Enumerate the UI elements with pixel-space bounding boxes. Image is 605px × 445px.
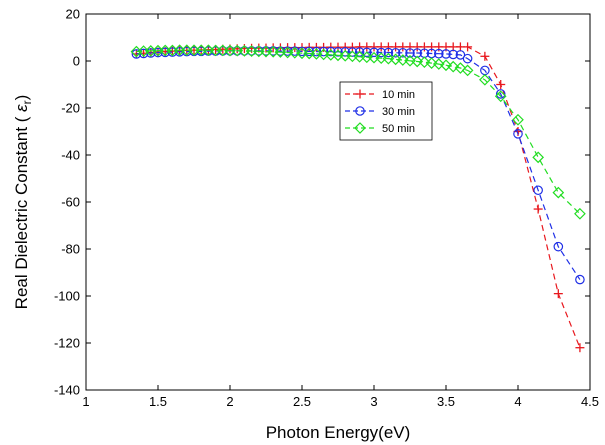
legend-label: 50 min bbox=[382, 123, 415, 135]
plot-area bbox=[85, 13, 591, 391]
legend: 10 min 30 min 50 min bbox=[339, 81, 433, 141]
x-tick-label: 2.5 bbox=[293, 394, 311, 409]
x-tick-label: 2 bbox=[226, 394, 233, 409]
data-point bbox=[448, 49, 458, 60]
y-tick-label: -140 bbox=[54, 383, 80, 398]
series-line bbox=[136, 50, 581, 280]
data-point bbox=[533, 185, 543, 196]
data-point bbox=[461, 64, 474, 77]
data-point bbox=[533, 204, 543, 214]
data-point bbox=[553, 289, 563, 299]
data-point bbox=[575, 274, 585, 285]
legend-item: 30 min bbox=[345, 106, 415, 118]
data-point bbox=[317, 48, 330, 61]
data-point bbox=[383, 47, 394, 58]
y-tick-label: -80 bbox=[61, 242, 80, 257]
data-point bbox=[454, 62, 467, 74]
legend-item: 10 min bbox=[345, 89, 415, 101]
y-tick-label: -120 bbox=[54, 336, 80, 351]
y-axis-label-end: ) bbox=[12, 95, 31, 101]
data-point bbox=[494, 90, 507, 103]
data-point bbox=[405, 48, 415, 58]
x-axis-label: Photon Energy(eV) bbox=[266, 423, 411, 442]
data-point bbox=[553, 241, 564, 252]
data-point bbox=[418, 56, 431, 69]
data-point bbox=[480, 51, 490, 61]
x-tick-label: 3 bbox=[370, 394, 377, 409]
series-50-min bbox=[130, 44, 586, 220]
data-point bbox=[288, 46, 301, 59]
x-tick-label: 3.5 bbox=[437, 394, 455, 409]
y-tick-label: 0 bbox=[73, 54, 80, 69]
data-point bbox=[332, 49, 344, 62]
data-point bbox=[369, 47, 379, 58]
y-axis-label: Real Dielectric Constant ( εr) bbox=[12, 95, 34, 310]
data-point bbox=[310, 48, 323, 60]
legend-item: 50 min bbox=[345, 122, 415, 135]
data-point bbox=[411, 55, 424, 68]
data-point bbox=[496, 80, 506, 89]
data-point bbox=[479, 73, 491, 86]
x-tick-label: 4 bbox=[514, 394, 521, 409]
data-point bbox=[333, 47, 343, 57]
data-point bbox=[512, 113, 524, 126]
data-point bbox=[532, 151, 545, 164]
data-point bbox=[495, 89, 506, 99]
data-point bbox=[339, 49, 352, 62]
data-point bbox=[376, 47, 386, 58]
data-point bbox=[463, 42, 473, 52]
data-point bbox=[433, 48, 444, 59]
legend-marker bbox=[355, 89, 365, 99]
data-point bbox=[575, 343, 585, 353]
data-point bbox=[441, 49, 451, 59]
data-point bbox=[324, 49, 337, 61]
data-point bbox=[396, 54, 409, 66]
data-point bbox=[574, 207, 586, 220]
axis-ticks: 1 1.5 2 2.5 3 3.5 4 4.5 20 0 -20 -40 -60 -80 -100 -120 -… bbox=[54, 7, 599, 410]
x-tick-label: 1.5 bbox=[149, 394, 167, 409]
data-point bbox=[462, 53, 473, 64]
y-axis-label-main: Real Dielectric Constant ( bbox=[12, 116, 31, 309]
data-point bbox=[274, 46, 287, 58]
data-point bbox=[340, 47, 350, 57]
data-point bbox=[447, 60, 460, 73]
data-point bbox=[347, 47, 358, 57]
legend-marker bbox=[354, 122, 366, 134]
y-axis-label-subscript: r bbox=[20, 100, 34, 104]
x-tick-label: 1 bbox=[82, 394, 89, 409]
y-tick-label: -100 bbox=[54, 289, 80, 304]
data-point bbox=[382, 52, 395, 65]
data-point bbox=[432, 58, 445, 70]
y-tick-label: -60 bbox=[61, 195, 80, 210]
y-tick-label: 20 bbox=[66, 7, 80, 22]
data-point bbox=[361, 47, 372, 58]
y-axis-label-symbol: ε bbox=[12, 104, 31, 112]
data-point bbox=[368, 51, 380, 64]
legend-label: 30 min bbox=[382, 106, 415, 118]
y-tick-label: -40 bbox=[61, 148, 80, 163]
data-point bbox=[389, 53, 402, 66]
series-layer bbox=[130, 42, 586, 353]
data-point bbox=[513, 129, 523, 139]
data-point bbox=[552, 186, 565, 199]
legend-marker bbox=[355, 106, 365, 116]
data-point bbox=[455, 50, 466, 60]
data-point bbox=[397, 47, 408, 58]
data-point bbox=[440, 59, 452, 72]
data-point bbox=[353, 50, 366, 63]
data-point bbox=[346, 50, 359, 63]
y-tick-label: -20 bbox=[61, 101, 80, 116]
data-point bbox=[404, 54, 416, 67]
data-point bbox=[390, 47, 401, 58]
legend-label: 10 min bbox=[382, 89, 415, 101]
data-point bbox=[303, 47, 316, 60]
data-point bbox=[360, 51, 373, 64]
data-point bbox=[375, 52, 388, 65]
data-point bbox=[425, 57, 438, 69]
x-tick-label: 4.5 bbox=[581, 394, 599, 409]
